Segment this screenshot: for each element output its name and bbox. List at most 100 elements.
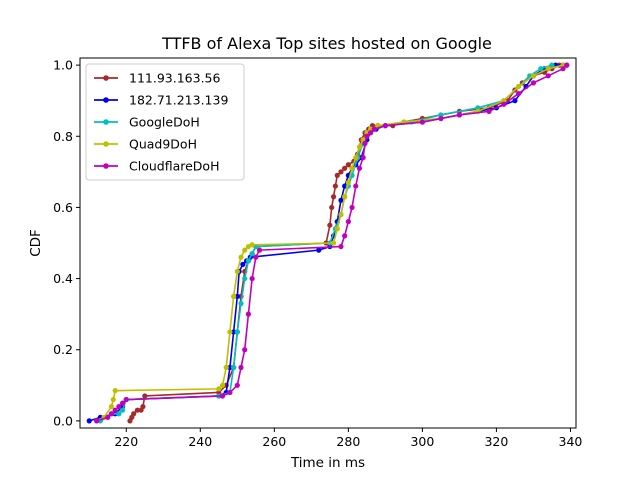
data-point — [549, 62, 555, 68]
legend-item-2: GoogleDoH — [94, 115, 200, 130]
data-point — [256, 247, 263, 253]
data-point — [564, 62, 570, 68]
data-point — [345, 219, 351, 225]
data-point — [545, 73, 551, 79]
data-point — [501, 101, 507, 107]
data-point — [131, 411, 137, 417]
data-point — [105, 414, 111, 420]
data-point — [140, 404, 146, 410]
x-axis-title: Time in ms — [290, 455, 365, 471]
data-point — [223, 364, 229, 371]
data-point — [456, 112, 462, 118]
y-tick-label: 0.0 — [53, 413, 73, 428]
data-point — [249, 242, 255, 248]
data-point — [438, 112, 444, 118]
data-point — [234, 382, 240, 388]
data-point — [123, 396, 129, 403]
data-point — [219, 382, 226, 388]
data-point — [234, 293, 240, 299]
data-point — [234, 329, 240, 335]
data-point — [240, 261, 246, 267]
data-point — [227, 329, 233, 335]
legend-item-4: CloudflareDoH — [94, 159, 219, 174]
y-tick-label: 1.0 — [53, 58, 73, 73]
x-tick-label: 340 — [559, 434, 583, 449]
data-point — [342, 233, 348, 239]
data-point — [334, 172, 340, 178]
legend-item-0: 111.93.163.56 — [94, 71, 220, 86]
legend-label: GoogleDoH — [129, 115, 200, 130]
legend-item-1: 182.71.213.139 — [94, 93, 228, 108]
x-axis: 220 240 260 280 300 320 340 — [114, 428, 582, 449]
legend-swatch-marker — [103, 141, 109, 147]
data-point — [545, 66, 551, 72]
data-point — [238, 300, 244, 307]
data-point — [119, 400, 126, 406]
data-point — [245, 258, 252, 264]
data-point — [227, 364, 233, 371]
data-point — [516, 83, 522, 90]
y-tick-label: 0.8 — [53, 129, 73, 144]
data-point — [219, 393, 226, 399]
data-point — [112, 388, 118, 394]
data-point — [516, 90, 522, 97]
data-point — [231, 329, 237, 335]
legend-label: Quad9DoH — [129, 137, 197, 152]
data-point — [345, 179, 351, 186]
data-point — [112, 407, 118, 413]
data-point — [342, 194, 348, 200]
data-point — [353, 183, 359, 189]
data-point — [367, 130, 374, 136]
legend-item-3: Quad9DoH — [94, 137, 197, 152]
data-point — [234, 268, 240, 275]
data-point — [364, 133, 370, 139]
data-point — [371, 126, 377, 132]
data-point — [338, 197, 344, 203]
data-point — [142, 393, 148, 399]
legend: 111.93.163.56 182.71.213.139 GoogleDoH Quad… — [85, 63, 245, 181]
y-tick-label: 0.6 — [53, 200, 73, 215]
x-tick-label: 300 — [410, 434, 434, 449]
data-point — [530, 73, 537, 79]
data-point — [249, 251, 255, 257]
data-point — [338, 169, 344, 175]
data-point — [530, 80, 537, 86]
x-tick-label: 220 — [114, 434, 138, 449]
y-tick-label: 0.2 — [53, 342, 73, 357]
data-point — [316, 247, 322, 253]
data-point — [216, 386, 222, 392]
data-point — [242, 275, 248, 282]
legend-box — [85, 63, 245, 181]
x-tick-label: 240 — [188, 434, 212, 449]
data-point — [332, 183, 338, 189]
data-point — [538, 66, 544, 72]
legend-swatch-marker — [103, 75, 109, 81]
data-point — [116, 411, 122, 417]
data-point — [330, 194, 337, 200]
data-point — [108, 404, 115, 410]
data-point — [512, 98, 518, 104]
data-point — [501, 98, 507, 104]
chart-title: TTFB of Alexa Top sites hosted on Google — [161, 34, 492, 53]
data-point — [345, 162, 351, 168]
data-point — [242, 347, 248, 353]
data-point — [349, 165, 355, 171]
data-point — [382, 123, 388, 129]
data-point — [110, 396, 116, 403]
data-point — [231, 293, 237, 299]
y-axis-title: CDF — [28, 229, 44, 257]
legend-swatch-marker — [103, 163, 109, 169]
data-point — [342, 183, 348, 189]
data-point — [360, 155, 366, 161]
data-point — [245, 311, 252, 317]
data-point — [356, 165, 363, 171]
plot-area — [86, 62, 570, 424]
data-point — [338, 243, 344, 250]
data-point — [249, 275, 255, 282]
data-point — [116, 404, 122, 410]
data-point — [438, 115, 444, 122]
data-point — [253, 254, 259, 260]
legend-label: CloudflareDoH — [129, 159, 219, 174]
data-point — [242, 247, 248, 253]
